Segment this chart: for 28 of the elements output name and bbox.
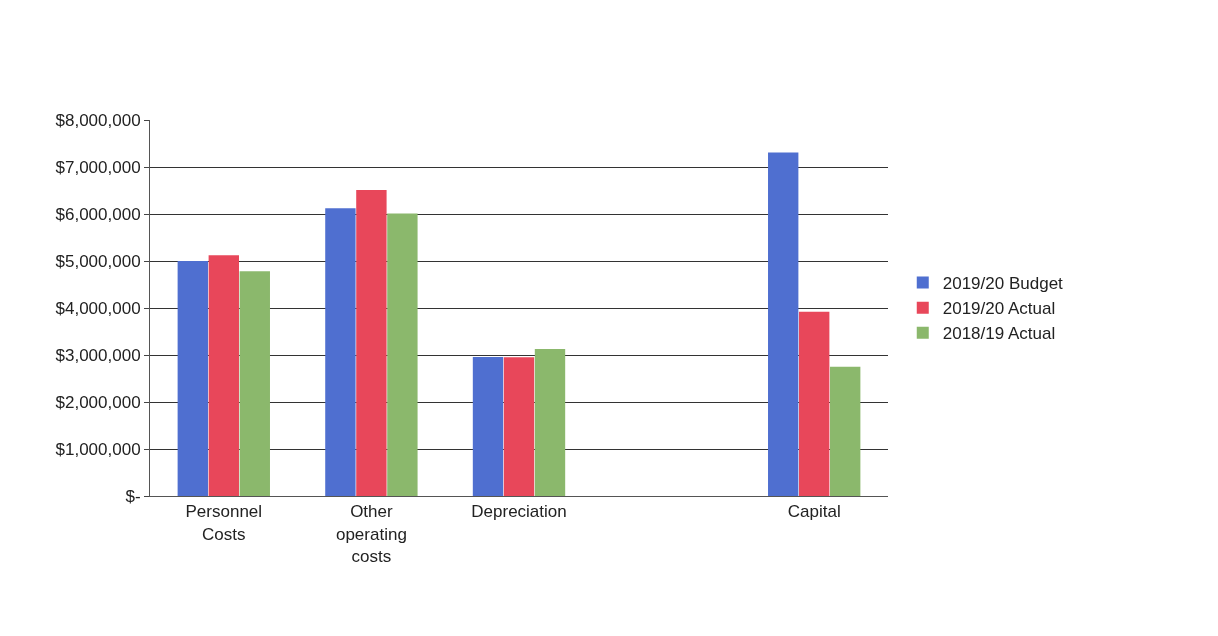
bar: [239, 271, 270, 496]
bar: [387, 213, 418, 496]
y-tick-label: $4,000,000: [55, 298, 141, 318]
y-tick-label: $6,000,000: [55, 204, 141, 224]
x-tick-label: Depreciation: [471, 502, 567, 522]
bar: [830, 366, 861, 496]
bar: [177, 261, 208, 496]
bar: [534, 348, 566, 496]
bar: [325, 208, 356, 496]
bar: [768, 152, 799, 496]
y-tick-label: $8,000,000: [55, 110, 141, 130]
y-tick-label: $1,000,000: [55, 439, 141, 459]
x-tick-label: Other operating costs: [335, 502, 407, 566]
x-tick-label: Personnel Costs: [185, 502, 263, 544]
y-tick-label: $2,000,000: [55, 392, 141, 412]
legend-label: 2018/19 Actual: [942, 324, 1056, 344]
y-tick-label: $7,000,000: [55, 157, 141, 177]
bar: [503, 357, 535, 496]
bar: [799, 311, 830, 496]
y-tick-label: $5,000,000: [55, 251, 141, 271]
bar: [208, 255, 239, 496]
y-tick-label: $3,000,000: [55, 345, 141, 365]
legend-label: 2019/20 Actual: [942, 299, 1056, 319]
bar: [472, 356, 504, 496]
y-tick-label: $-: [125, 486, 141, 506]
bar: [356, 190, 387, 496]
x-tick-label: Capital: [787, 502, 841, 522]
legend-label: 2019/20 Budget: [942, 274, 1064, 294]
